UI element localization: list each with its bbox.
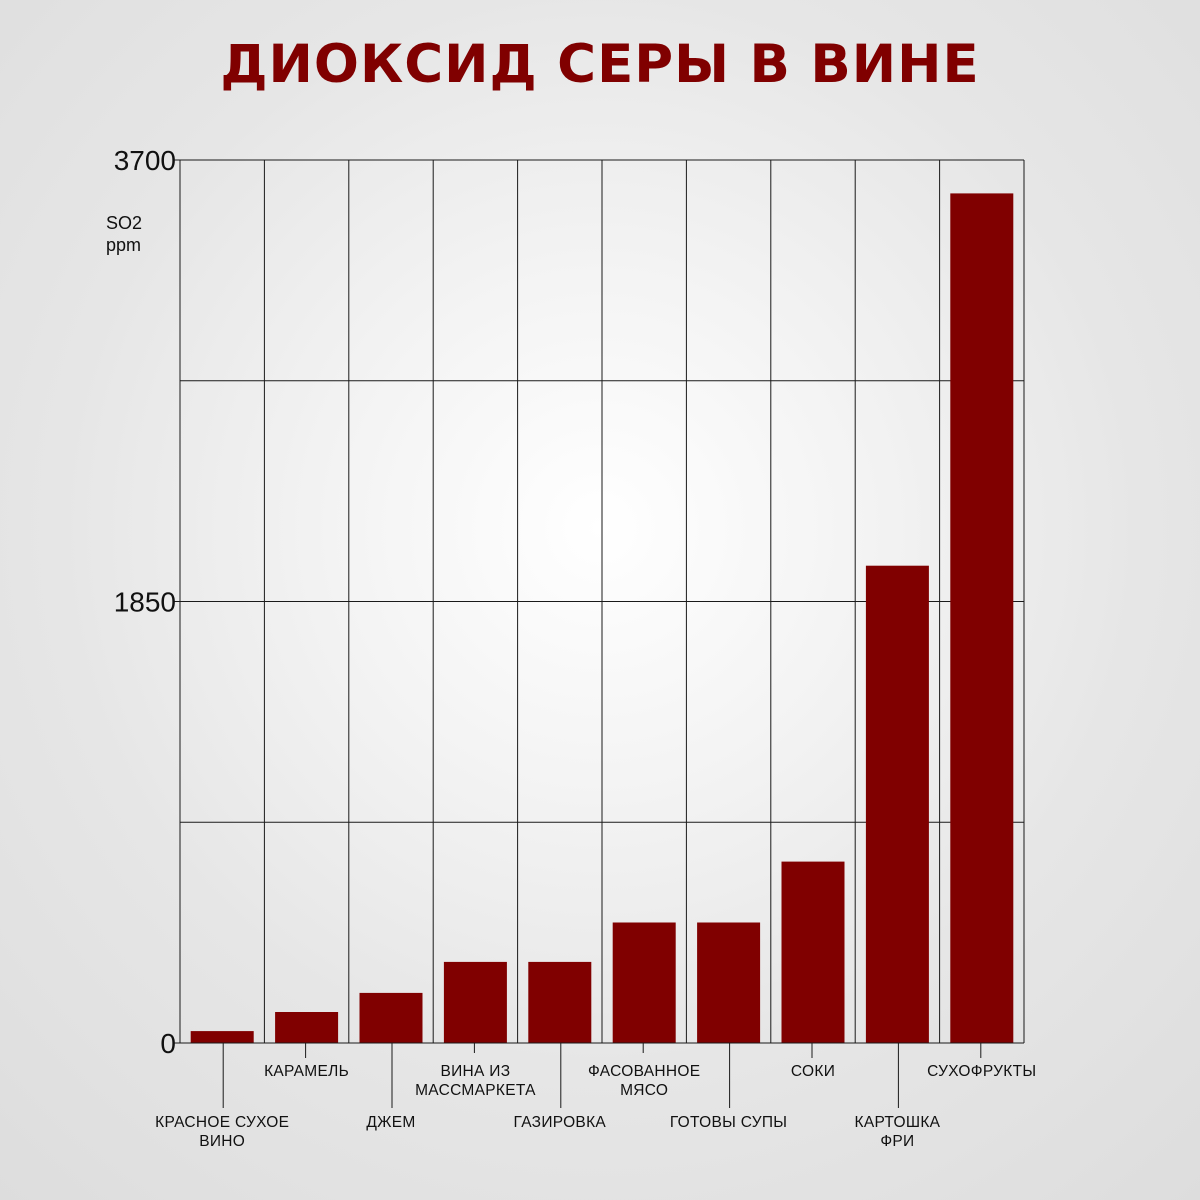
category-label: ФРИ (880, 1133, 914, 1150)
bar (190, 1031, 254, 1043)
category-label: МАССМАРКЕТА (415, 1082, 536, 1099)
category-label: ДЖЕМ (366, 1114, 415, 1131)
bar (528, 961, 592, 1043)
y-tick-label: 1850 (114, 587, 176, 618)
category-label: ФАСОВАННОЕ (588, 1063, 700, 1080)
category-label: ГАЗИРОВКА (514, 1114, 607, 1131)
bar (275, 1012, 339, 1043)
category-label: СУХОФРУКТЫ (927, 1063, 1036, 1080)
bar (781, 861, 845, 1043)
bar (865, 565, 929, 1043)
category-label: КРАСНОЕ СУХОЕ (155, 1114, 289, 1131)
bar (443, 961, 507, 1043)
chart-title: ДИОКСИД СЕРЫ В ВИНЕ (220, 34, 980, 95)
category-label: ГОТОВЫ СУПЫ (670, 1114, 787, 1131)
category-label: ВИНА ИЗ (440, 1063, 510, 1080)
axes (174, 159, 1024, 1044)
bar (359, 992, 423, 1043)
y-tick-label: 0 (160, 1028, 176, 1059)
bars (190, 193, 1014, 1043)
y-tick-labels: 0 1850 3700 (114, 145, 176, 1059)
category-label: МЯСО (620, 1082, 668, 1099)
category-label: ВИНО (199, 1133, 245, 1150)
bar (697, 922, 761, 1043)
category-labels: КРАСНОЕ СУХОЕ ВИНО КАРАМЕЛЬ ДЖЕМ ВИНА ИЗ МАСС… (155, 1043, 1036, 1150)
y-axis-label-line: SO2 (106, 213, 142, 233)
y-tick-label: 3700 (114, 145, 176, 176)
category-label: КАРТОШКА (854, 1114, 940, 1131)
category-label: КАРАМЕЛЬ (264, 1063, 349, 1080)
category-label: СОКИ (791, 1063, 835, 1080)
bar (950, 193, 1014, 1043)
bar (612, 922, 676, 1043)
y-axis-label-line: ppm (106, 235, 141, 255)
